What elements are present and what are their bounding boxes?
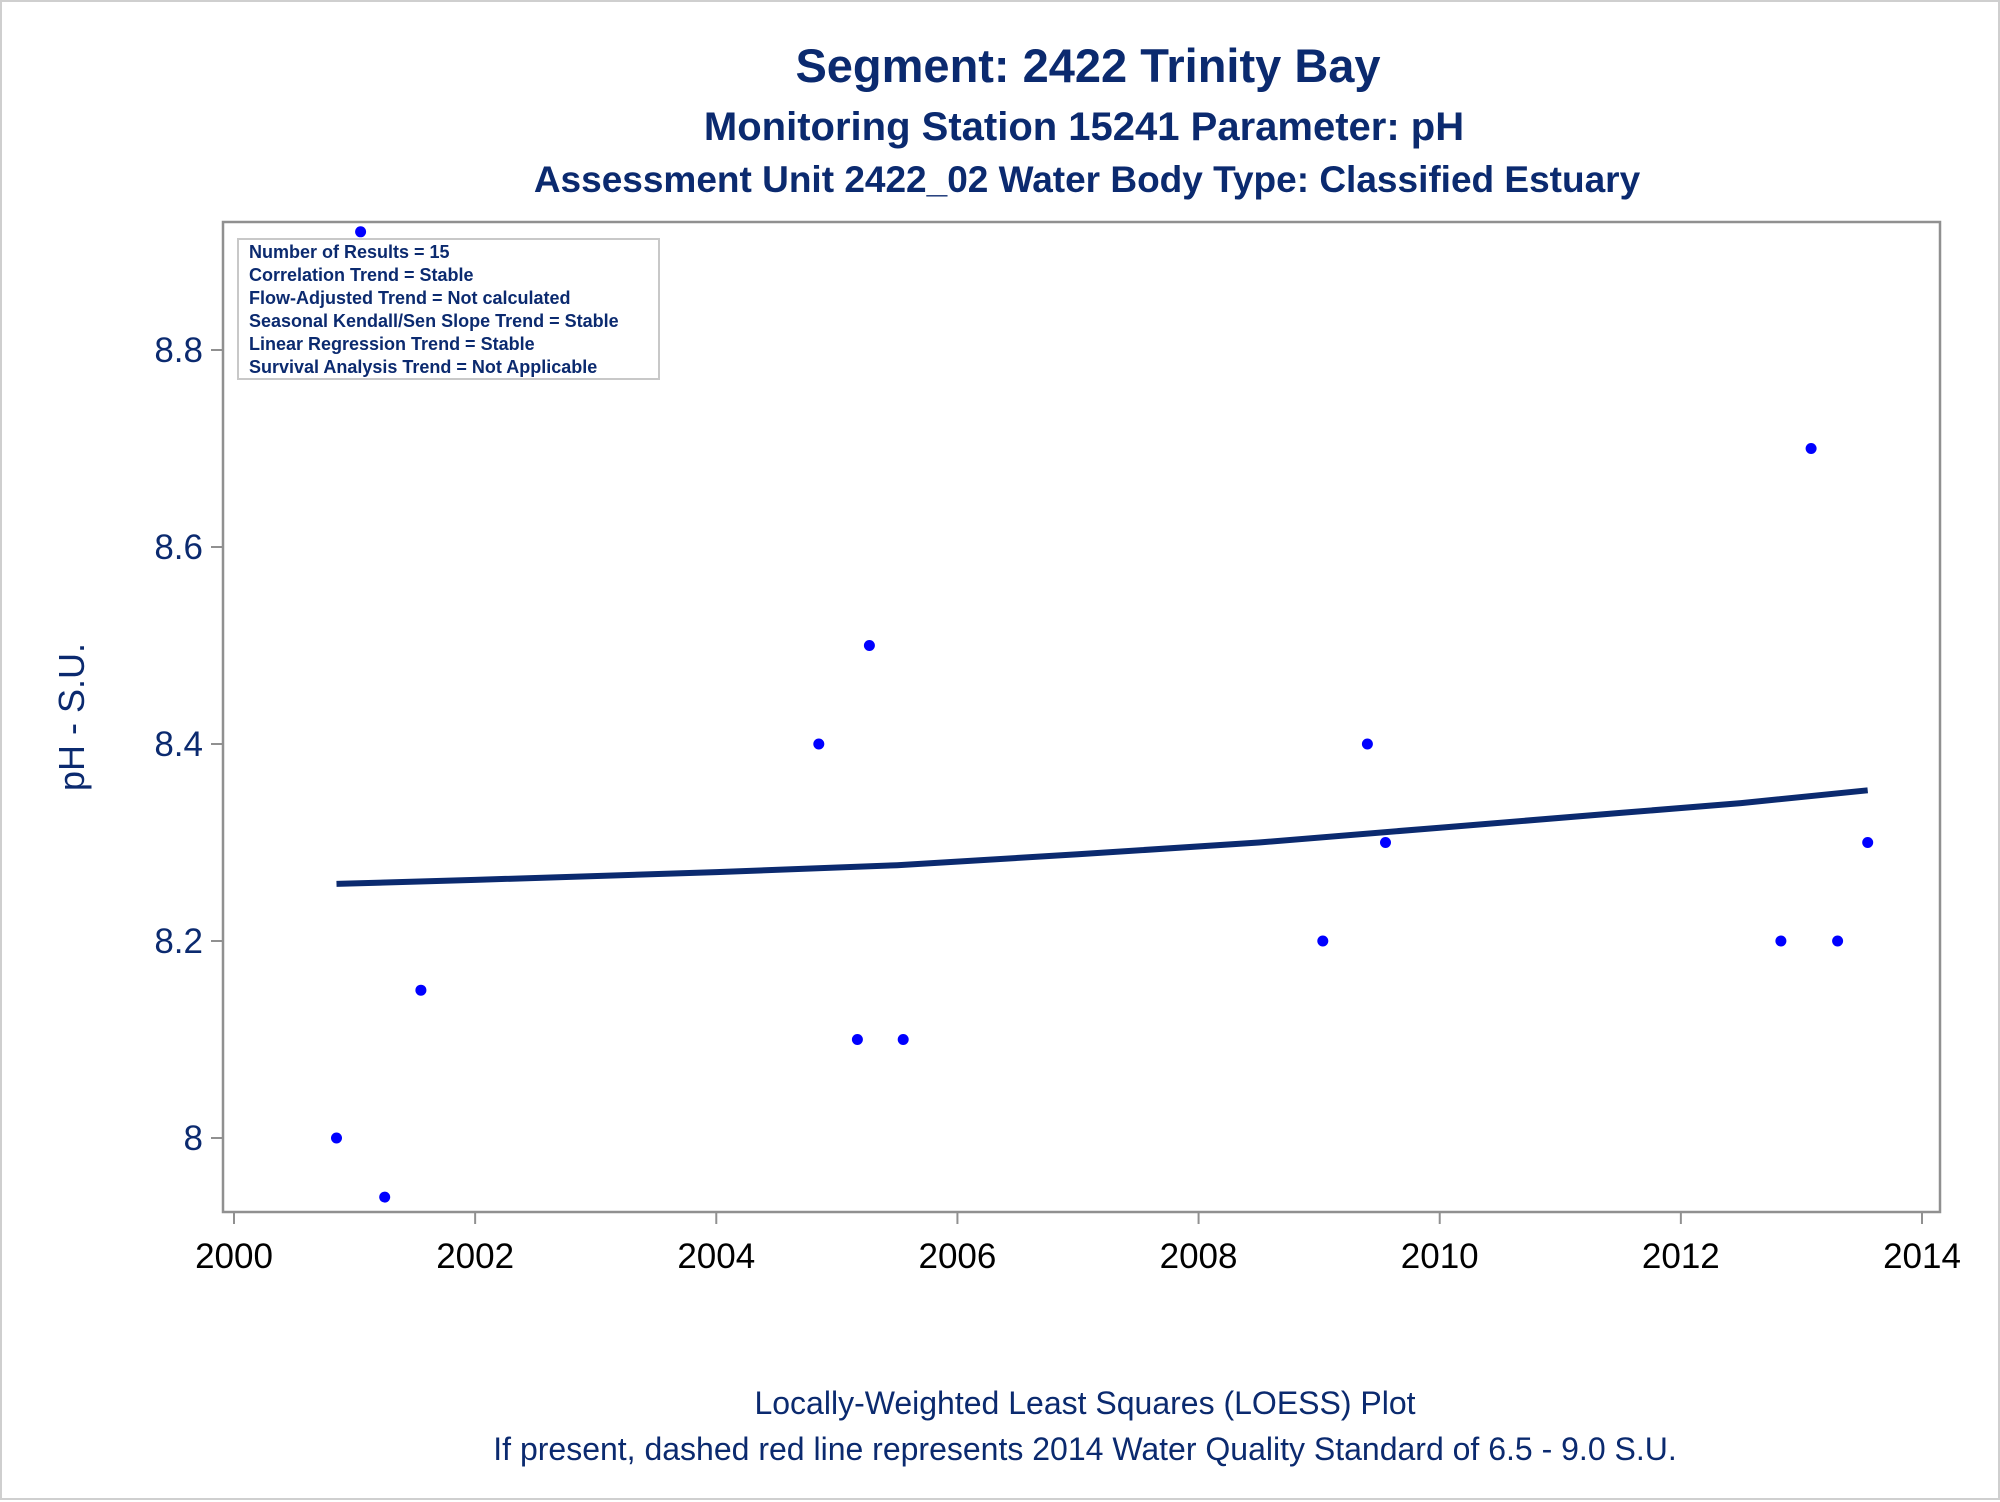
data-point: [863, 640, 875, 651]
data-point: [379, 1191, 391, 1203]
x-tick-label: 2010: [1401, 1237, 1479, 1276]
stats-box: [237, 238, 660, 380]
stats-line-3: Flow-Adjusted Trend = Not calculated: [249, 288, 571, 308]
data-points: [331, 226, 1874, 1203]
y-axis-label: pH - S.U.: [51, 643, 92, 791]
loess-trend-line: [336, 787, 1869, 887]
data-point: [1805, 443, 1817, 454]
chart-subtitle: Monitoring Station 15241 Parameter: pH: [704, 105, 1464, 149]
y-tick-label: 8.8: [154, 331, 203, 370]
y-tick-label: 8: [184, 1119, 203, 1158]
data-point: [331, 1132, 342, 1144]
stats-line-4: Seasonal Kendall/Sen Slope Trend = Stabl…: [249, 311, 619, 331]
data-point: [1361, 738, 1373, 750]
data-point: [1862, 837, 1874, 848]
data-point: [813, 738, 825, 750]
stats-line-1: Number of Results = 15: [249, 242, 450, 262]
plot-area-border: [221, 220, 1942, 1214]
y-axis: 8 8.2 8.4 8.6 8.8: [154, 331, 223, 1158]
stats-line-2: Correlation Trend = Stable: [249, 265, 474, 285]
x-tick-label: 2002: [436, 1237, 514, 1276]
x-axis: 2000 2002 2004 2006 2008 2010 2012 2014: [195, 1212, 1961, 1276]
y-tick-label: 8.2: [154, 922, 203, 961]
data-point: [355, 226, 367, 238]
chart-subtitle-2: Assessment Unit 2422_02 Water Body Type:…: [534, 159, 1641, 200]
footnote-2: If present, dashed red line represents 2…: [493, 1431, 1676, 1467]
stats-line-5: Linear Regression Trend = Stable: [249, 334, 535, 354]
chart-title: Segment: 2422 Trinity Bay: [795, 39, 1380, 92]
stats-line-6: Survival Analysis Trend = Not Applicable: [249, 357, 597, 377]
data-point: [1832, 935, 1844, 947]
data-point: [851, 1034, 863, 1045]
x-tick-label: 2014: [1883, 1237, 1961, 1276]
x-tick-label: 2006: [918, 1237, 996, 1276]
footnote-1: Locally-Weighted Least Squares (LOESS) P…: [754, 1385, 1415, 1421]
x-tick-label: 2012: [1642, 1237, 1720, 1276]
data-point: [1775, 935, 1787, 947]
x-tick-label: 2000: [195, 1237, 273, 1276]
x-tick-label: 2004: [677, 1237, 755, 1276]
data-point: [415, 984, 427, 996]
stats-box-lines: Number of Results = 15 Correlation Trend…: [249, 242, 619, 377]
x-tick-label: 2008: [1160, 1237, 1238, 1276]
y-tick-label: 8.4: [154, 725, 203, 764]
data-point: [897, 1034, 909, 1045]
y-tick-label: 8.6: [154, 528, 203, 567]
data-point: [1317, 935, 1329, 947]
data-point: [1380, 837, 1391, 848]
